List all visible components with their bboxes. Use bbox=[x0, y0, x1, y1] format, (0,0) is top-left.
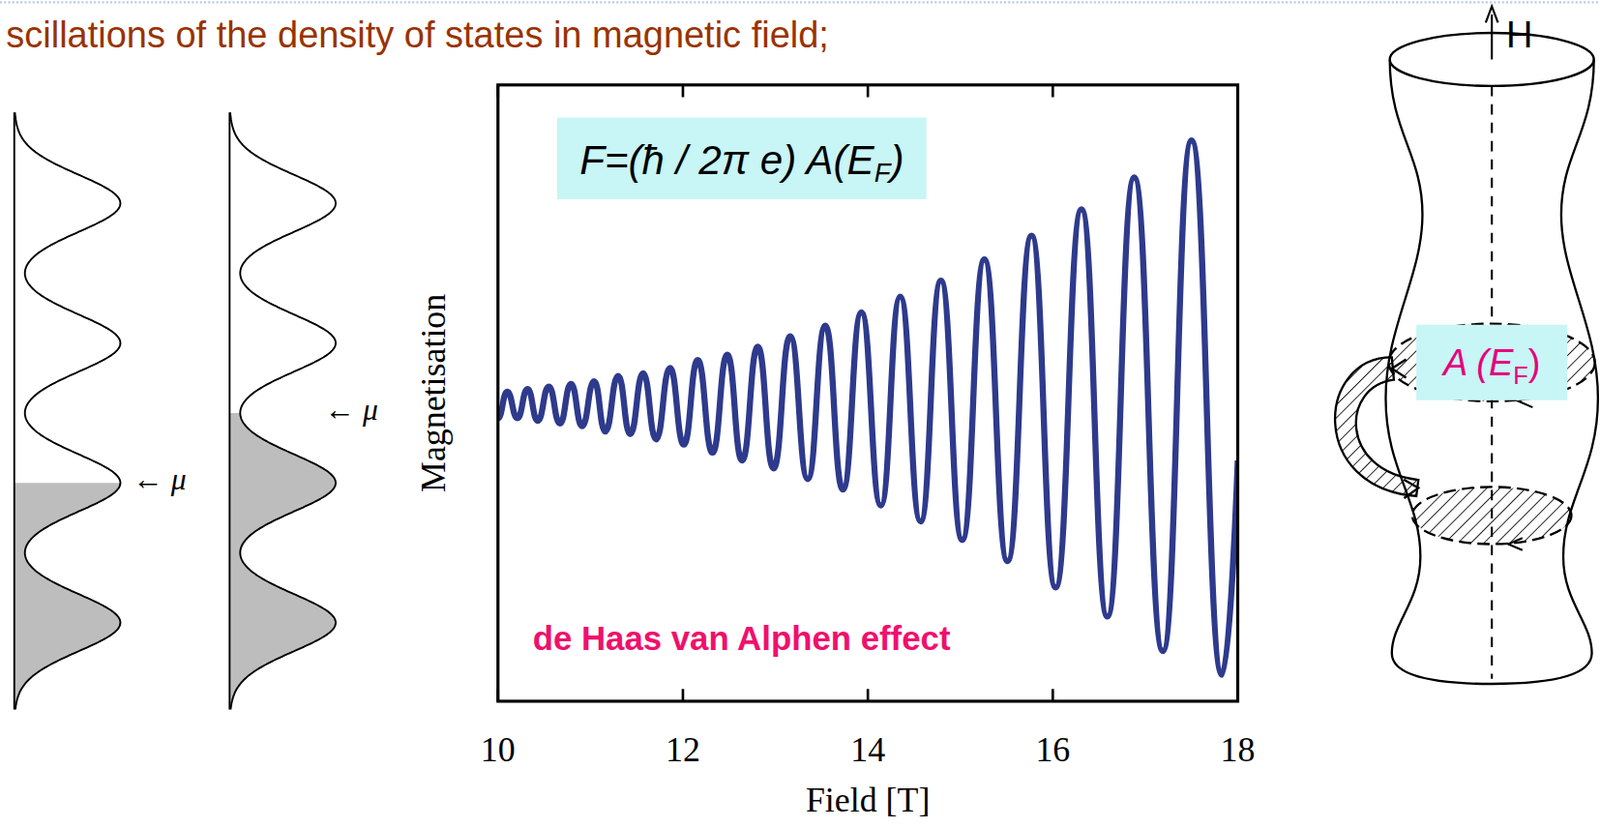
x-tick-top bbox=[1051, 85, 1055, 98]
fermi-outline bbox=[1385, 59, 1598, 684]
x-tick bbox=[681, 688, 685, 702]
formula-annotation: F=(ħ / 2π e) A(EF) bbox=[557, 118, 927, 200]
formula-box bbox=[557, 118, 927, 200]
x-tick bbox=[1051, 688, 1055, 702]
orbit-neck bbox=[1412, 486, 1572, 544]
orbit-arrowhead bbox=[1392, 359, 1407, 379]
field-arrow bbox=[1490, 14, 1493, 60]
x-tick bbox=[1236, 688, 1240, 702]
dos-panel: ← μ bbox=[14, 112, 187, 710]
area-label-main: A (E bbox=[1441, 342, 1514, 384]
open-orbit bbox=[1334, 356, 1419, 496]
fermi-top bbox=[1390, 32, 1595, 87]
top-rule bbox=[0, 0, 1600, 3]
title: scillations of the density of states in … bbox=[5, 14, 830, 56]
formula-end: ) bbox=[885, 137, 904, 183]
plot-area bbox=[498, 140, 1239, 675]
slide: scillations of the density of states in … bbox=[0, 0, 1600, 828]
plot-frame bbox=[498, 85, 1239, 702]
x-tick-top bbox=[866, 85, 870, 98]
mu-label: ← μ bbox=[132, 462, 186, 497]
x-tick-label: 12 bbox=[665, 730, 701, 770]
orbit-arrowhead bbox=[1403, 479, 1419, 499]
orbit-belly bbox=[1389, 324, 1596, 402]
x-tick-top bbox=[681, 85, 685, 98]
dos-panel: ← μ bbox=[229, 112, 379, 710]
x-tick-label: 14 bbox=[850, 730, 886, 770]
x-tick-label: 10 bbox=[480, 730, 516, 770]
formula-text: F=(ħ / 2π e) A(EF) bbox=[579, 137, 904, 188]
formula-main: F=(ħ / 2π e) A(E bbox=[579, 137, 875, 183]
area-label-subscript: F bbox=[1512, 361, 1528, 389]
x-tick bbox=[866, 688, 870, 702]
dos-curve bbox=[15, 112, 121, 710]
effect-annotation: de Haas van Alphen effect bbox=[533, 619, 951, 657]
dos-curve bbox=[230, 112, 336, 710]
x-tick bbox=[496, 688, 500, 702]
area-label: A (EF) bbox=[1441, 342, 1541, 388]
dos-axis bbox=[228, 112, 231, 710]
x-tick-label: 18 bbox=[1220, 730, 1256, 770]
orbit-arrowhead bbox=[1508, 537, 1523, 551]
y-axis-title: Magnetisation bbox=[414, 294, 453, 493]
field-arrowhead bbox=[1485, 6, 1499, 24]
magnetisation-line bbox=[498, 140, 1239, 675]
mu-label: ← μ bbox=[324, 392, 378, 427]
dos-axis bbox=[13, 112, 16, 710]
area-box bbox=[1416, 325, 1568, 401]
filled-states bbox=[229, 413, 336, 710]
fermi-surface: HA (EF) bbox=[1334, 6, 1599, 684]
area-label-end: ) bbox=[1528, 342, 1541, 384]
x-tick-top bbox=[496, 85, 500, 98]
x-axis-title: Field [T] bbox=[805, 780, 930, 820]
x-tick-top bbox=[1236, 85, 1240, 98]
x-tick-label: 16 bbox=[1035, 730, 1070, 770]
